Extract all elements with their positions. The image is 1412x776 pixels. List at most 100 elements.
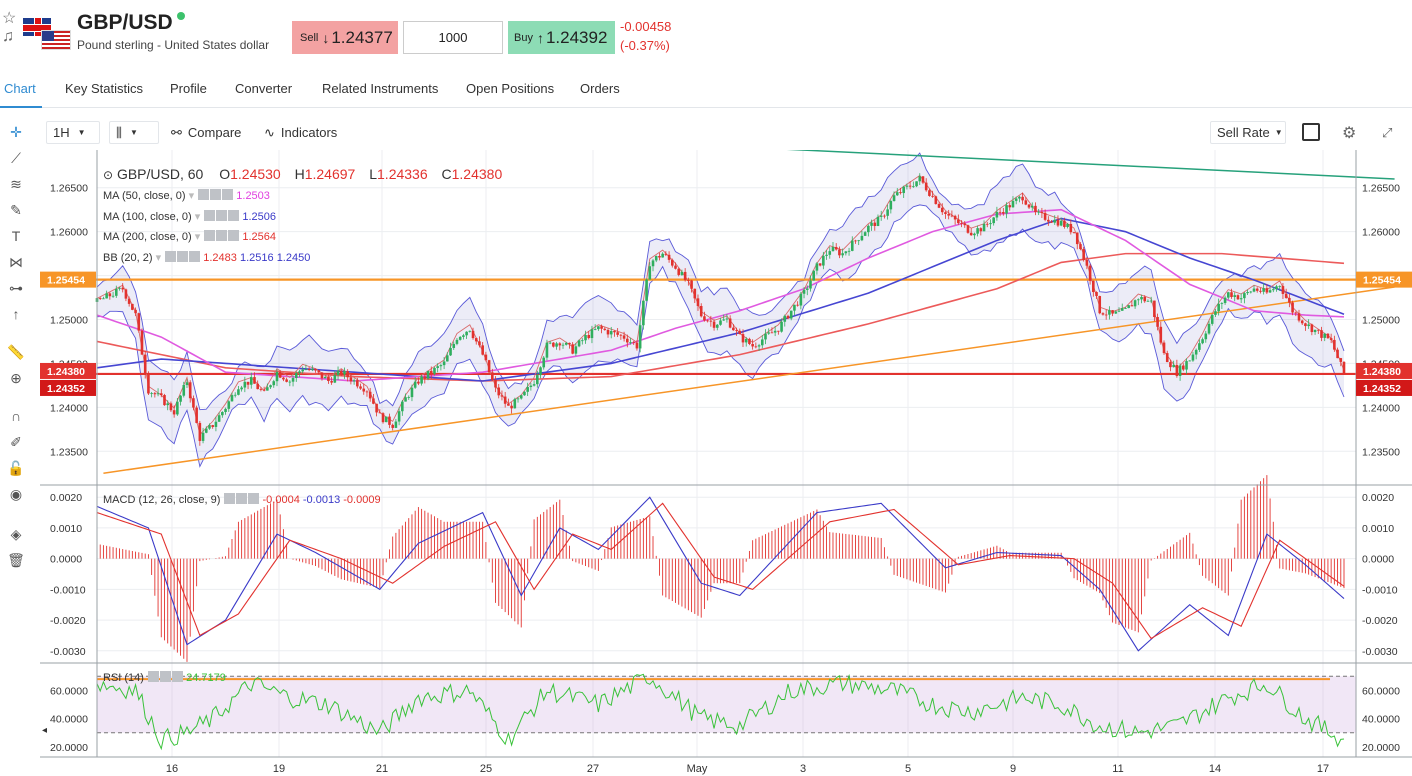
candle-body xyxy=(1342,361,1346,374)
buy-button[interactable]: Buy ↑ 1.24392 xyxy=(508,21,615,54)
quantity-input[interactable]: 1000 xyxy=(403,21,503,54)
rate-type-dropdown[interactable]: Sell Rate ▼ xyxy=(1210,121,1286,144)
compare-button[interactable]: ⚯ Compare xyxy=(171,121,241,144)
candle-body xyxy=(227,401,231,409)
candle-body xyxy=(844,251,848,254)
close-icon[interactable] xyxy=(228,230,240,241)
macd-legend[interactable]: MACD (12, 26, close, 9) -0.0004 -0.0013 … xyxy=(103,493,381,506)
tab-profile[interactable]: Profile xyxy=(170,81,207,96)
fullscreen-frame-icon[interactable] xyxy=(1302,123,1320,141)
rsi-legend[interactable]: RSI (14) 24.7179 xyxy=(103,671,226,684)
zoom-in-icon[interactable]: ⊕ xyxy=(10,370,22,386)
candle-body xyxy=(153,393,157,395)
ma50-legend[interactable]: MA (50, close, 0) ▾ 1.2503 xyxy=(103,189,270,202)
gear-icon[interactable] xyxy=(160,671,172,682)
candle-body xyxy=(1233,295,1237,297)
prediction-icon[interactable]: ⊶ xyxy=(9,280,23,296)
gear-icon[interactable] xyxy=(216,230,228,241)
candle-body xyxy=(333,375,337,383)
candle-body xyxy=(468,330,472,332)
upper-level-badge-label: 1.25454 xyxy=(1363,275,1401,287)
candle-body xyxy=(577,340,581,347)
trash-icon[interactable]: 🗑 xyxy=(7,552,25,568)
candle-body xyxy=(1104,314,1108,316)
close-icon[interactable] xyxy=(189,251,201,262)
candle-body xyxy=(1169,362,1172,368)
arrow-up-icon[interactable]: ↑ xyxy=(12,306,20,322)
candle-body xyxy=(976,228,979,234)
candle-body xyxy=(1236,295,1240,300)
close-icon[interactable] xyxy=(222,189,234,200)
eye-icon[interactable]: ◉ xyxy=(9,486,23,502)
candle-body xyxy=(224,408,227,413)
macd-value-1: -0.0004 xyxy=(262,494,300,506)
candle-body xyxy=(786,315,790,319)
magnet-icon[interactable]: ∩ xyxy=(10,408,22,424)
text-icon[interactable]: T xyxy=(11,228,21,244)
candle-body xyxy=(1146,300,1150,302)
ruler-icon[interactable]: 📏 xyxy=(7,344,25,360)
settings-gear-icon[interactable]: ⚙ xyxy=(1342,124,1357,142)
ma200-value: 1.2564 xyxy=(242,231,277,243)
candle-body xyxy=(661,253,664,258)
macd-tick-label: -0.0030 xyxy=(50,646,86,658)
candle-body xyxy=(642,300,645,326)
candle-body xyxy=(719,320,722,325)
expand-icon[interactable]: ⤢ xyxy=(1382,124,1393,140)
candle-body xyxy=(1214,311,1217,315)
tab-related-instruments[interactable]: Related Instruments xyxy=(322,81,439,96)
candle-body xyxy=(1156,316,1159,327)
eye-icon[interactable] xyxy=(224,493,236,504)
candle-body xyxy=(1300,320,1304,324)
tab-converter[interactable]: Converter xyxy=(235,81,293,96)
ma200-legend[interactable]: MA (200, close, 0) ▾ 1.2564 xyxy=(103,230,277,243)
brush-icon[interactable]: ✎ xyxy=(10,202,22,218)
candle-body xyxy=(1182,365,1185,370)
eye-icon[interactable] xyxy=(204,230,216,241)
indicators-button[interactable]: ∿ Indicators xyxy=(264,121,337,144)
lock-drawing-icon[interactable]: ✐ xyxy=(10,434,22,450)
eye-icon[interactable] xyxy=(198,189,210,200)
tab-key-statistics[interactable]: Key Statistics xyxy=(65,81,144,96)
candle-body xyxy=(1127,305,1130,309)
candle-body xyxy=(336,370,340,376)
header-icon-column: ☆ ♫ xyxy=(2,10,20,46)
trend-line-icon[interactable]: ⟋ xyxy=(11,150,21,166)
eye-icon[interactable] xyxy=(148,671,160,682)
collapse-icon[interactable]: ⊙ xyxy=(103,168,114,182)
gear-icon[interactable] xyxy=(236,493,248,504)
close-icon[interactable] xyxy=(248,493,260,504)
crosshair-icon[interactable]: ✛ xyxy=(10,124,22,140)
tab-chart[interactable]: Chart xyxy=(4,81,36,96)
active-tab-indicator xyxy=(0,106,42,108)
candle-body xyxy=(294,373,298,379)
bell-icon[interactable]: ♫ xyxy=(2,28,14,45)
bb-lower-line xyxy=(96,204,1345,468)
gear-icon[interactable] xyxy=(177,251,189,262)
sell-button[interactable]: Sell ↓ 1.24377 xyxy=(292,21,398,54)
star-icon[interactable]: ☆ xyxy=(2,10,17,27)
ohlc-legend: ⊙ GBP/USD, 60 O1.24530 H1.24697 L1.24336… xyxy=(103,166,503,182)
gear-icon[interactable] xyxy=(210,189,222,200)
gear-icon[interactable] xyxy=(216,210,228,221)
tab-open-positions[interactable]: Open Positions xyxy=(466,81,555,96)
fib-icon[interactable]: ≋ xyxy=(10,176,22,192)
close-icon[interactable] xyxy=(172,671,184,682)
chart-type-dropdown[interactable]: ⫼ ▼ xyxy=(109,121,159,144)
eye-icon[interactable] xyxy=(165,251,177,262)
bb-legend[interactable]: BB (20, 2) ▾ 1.2483 1.2516 1.2450 xyxy=(103,251,311,264)
layers-icon[interactable]: ◈ xyxy=(10,526,22,542)
candle-body xyxy=(156,393,160,395)
interval-dropdown[interactable]: 1H ▼ xyxy=(46,121,100,144)
candle-body xyxy=(944,212,947,214)
tab-orders[interactable]: Orders xyxy=(580,81,620,96)
lock-icon[interactable]: 🔓 xyxy=(7,460,25,476)
candle-body xyxy=(404,397,407,402)
close-icon[interactable] xyxy=(228,210,240,221)
price-chart[interactable]: 0.0020 0.0020 0.0010 0.0010 0.0000 0.0000 -0.0… xyxy=(0,150,1412,776)
candle-body xyxy=(870,222,873,226)
ma100-legend[interactable]: MA (100, close, 0) ▾ 1.2506 xyxy=(103,210,277,223)
candle-body xyxy=(201,432,205,441)
pattern-icon[interactable]: ⋈ xyxy=(9,254,23,270)
eye-icon[interactable] xyxy=(204,210,216,221)
